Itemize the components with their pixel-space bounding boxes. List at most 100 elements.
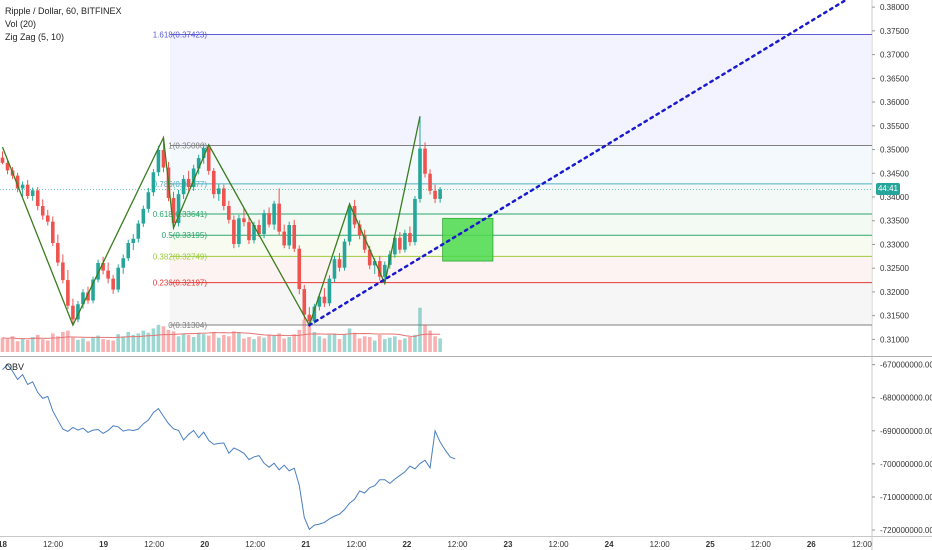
candle-body: [312, 306, 317, 322]
volume-bar: [116, 334, 120, 352]
volume-bar: [267, 334, 271, 352]
volume-bar: [86, 341, 90, 352]
volume-bar: [297, 329, 302, 352]
time-axis-label: 12:00: [650, 540, 671, 549]
fib-band: [170, 183, 872, 215]
volume-bar: [428, 330, 432, 352]
volume-bar: [151, 328, 156, 352]
volume-bar: [423, 324, 427, 352]
candle-body: [327, 278, 332, 304]
volume-bar: [232, 331, 236, 352]
obv-axis-label: -690000000.0000: [880, 427, 932, 436]
volume-bar: [166, 329, 171, 352]
candle-body: [287, 224, 292, 246]
volume-ma-line: [2, 332, 441, 340]
candle-body: [201, 148, 206, 159]
time-axis-label: 12:00: [245, 540, 266, 549]
volume-bar: [277, 333, 281, 352]
candle-body: [367, 249, 372, 266]
price-axis-label: 0.35500: [880, 122, 909, 131]
volume-bar: [362, 336, 367, 352]
price-axis-label: 0.36000: [880, 98, 909, 107]
candle-body: [362, 235, 367, 250]
volume-bar: [367, 337, 372, 352]
volume-bar: [181, 333, 186, 352]
volume-bar: [211, 332, 216, 352]
volume-bar: [15, 341, 20, 352]
volume-bar: [131, 334, 136, 352]
target-zone-box: [442, 217, 494, 262]
price-axis-label: 0.38000: [880, 3, 909, 12]
candle-body: [332, 259, 337, 279]
volume-bar: [237, 332, 241, 352]
volume-bar: [337, 339, 342, 352]
time-axis-label: 12:00: [43, 540, 64, 549]
volume-bar: [111, 340, 115, 352]
volume-bar: [136, 333, 141, 352]
candle-body: [81, 292, 85, 305]
volume-bar: [307, 323, 312, 352]
fib-band: [170, 256, 872, 283]
candle-body: [277, 203, 281, 232]
volume-bar: [206, 335, 211, 352]
price-axis-label: 0.33000: [880, 240, 909, 249]
fib-level-label: 1.618(0.37423): [153, 31, 208, 40]
volume-bar: [45, 340, 50, 352]
candle-body: [196, 158, 201, 169]
volume-bar: [5, 339, 10, 352]
obv-axis-label: -680000000.0000: [880, 394, 932, 403]
candles: [0, 116, 442, 328]
volume-bar: [413, 334, 417, 352]
volume-bar: [322, 338, 327, 352]
candle-body: [237, 218, 241, 244]
volume-bar: [222, 334, 226, 352]
volume-indicator-label: Vol (20): [5, 19, 37, 29]
candle-body: [267, 213, 271, 225]
candle-body: [216, 188, 221, 195]
candle-body: [20, 184, 25, 189]
candle-body: [146, 192, 151, 209]
candle-body: [307, 314, 312, 322]
volume-bar: [126, 332, 131, 352]
candle-body: [413, 198, 417, 243]
volume-bar: [252, 339, 256, 352]
fib-level-label: 0.5(0.33195): [162, 231, 208, 240]
time-axis-label: 12:00: [751, 540, 772, 549]
volume-bar: [81, 338, 85, 352]
volume-bar: [141, 330, 146, 352]
volume-bar: [96, 335, 100, 352]
price-axis-label: 0.34500: [880, 169, 909, 178]
candle-body: [101, 262, 105, 271]
volume-bar: [91, 337, 95, 352]
obv-axis-label: -670000000.0000: [880, 361, 932, 370]
volume-bar: [35, 334, 40, 352]
candle-body: [382, 264, 387, 277]
time-axis-label: 23: [504, 540, 513, 549]
candle-body: [297, 248, 302, 290]
price-axis-label: 0.34000: [880, 193, 909, 202]
candle-body: [161, 149, 166, 168]
candle-body: [211, 170, 216, 195]
price-axis-label: 0.36500: [880, 74, 909, 83]
fib-band: [170, 34, 872, 146]
candle-body: [61, 262, 65, 281]
volume-bar: [10, 336, 15, 352]
candle-body: [428, 173, 432, 191]
candle-body: [116, 267, 120, 290]
volume-bar: [372, 340, 377, 352]
candle-body: [56, 243, 60, 263]
candle-body: [176, 194, 181, 224]
volume-bar: [242, 338, 246, 352]
price-axis-label: 0.33500: [880, 217, 909, 226]
volume-bar: [393, 336, 397, 352]
volume-bar: [171, 331, 176, 352]
time-axis-label: 12:00: [144, 540, 165, 549]
candle-body: [191, 168, 196, 188]
candle-body: [66, 280, 70, 306]
zigzag-indicator-label: Zig Zag (5, 10): [5, 32, 65, 42]
candle-body: [96, 262, 100, 280]
volume-bar: [408, 337, 412, 352]
candle-body: [222, 188, 226, 207]
time-axis-label: 21: [301, 540, 310, 549]
